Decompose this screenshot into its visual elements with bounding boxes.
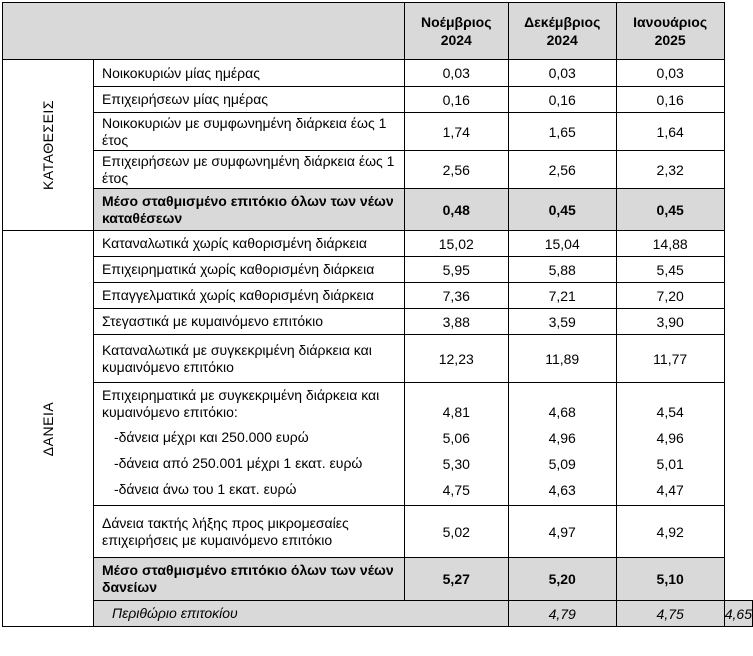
cell-value: 3,88 <box>403 308 509 335</box>
table-row: Επαγγελματικά χωρίς καθορισμένη διάρκεια… <box>3 282 753 309</box>
cell-value: 15,02 <box>403 230 509 257</box>
table-row: ΚΑΤΑΘΕΣΕΙΣ Νοικοκυριών μίας ημέρας 0,03 … <box>2 59 753 231</box>
cell-value: 5,02 <box>403 505 509 558</box>
row-label: Στεγαστικά με κυμαινόμενο επιτόκιο <box>92 308 405 335</box>
table-row: Δάνεια τακτής λήξης προς μικρομεσαίες επ… <box>3 505 753 558</box>
row-label: Καταναλωτικά χωρίς καθορισμένη διάρκεια <box>92 230 405 257</box>
cell-value: 5,06 <box>442 430 470 446</box>
header-blank <box>2 2 405 60</box>
cell-value: 4,75 <box>615 600 725 627</box>
deposits-total-row: Μέσο σταθμισμένο επιτόκιο όλων των νέων … <box>2 188 753 231</box>
cell-value: 1,65 <box>507 112 617 151</box>
cell-value: 0,03 <box>507 59 617 87</box>
header-dec-2024: Δεκέμβριος 2024 <box>507 2 617 60</box>
row-label: Επιχειρήσεων με συμφωνημένη διάρκεια έως… <box>92 150 405 189</box>
row-label: Μέσο σταθμισμένο επιτόκιο όλων των νέων … <box>92 188 405 231</box>
row-label: Μέσο σταθμισμένο επιτόκιο όλων των νέων … <box>92 557 405 601</box>
loans-total-row: Μέσο σταθμισμένο επιτόκιο όλων των νέων … <box>2 557 753 601</box>
table-row: Επιχειρήσεων με συμφωνημένη διάρκεια έως… <box>3 150 753 189</box>
table-row: Καταναλωτικά με συγκεκριμένη διάρκεια κα… <box>3 334 753 383</box>
cell-value: 4,81 <box>442 404 470 420</box>
cell-value: 0,48 <box>403 188 509 231</box>
cell-value: 2,56 <box>403 150 509 189</box>
cell-value: 2,56 <box>507 150 617 189</box>
cell-value: 4,54 <box>656 404 684 420</box>
table-row: ΔΑΝΕΙΑ Καταναλωτικά χωρίς καθορισμένη δι… <box>2 230 753 627</box>
cell-value: 7,36 <box>403 282 509 309</box>
cell-value: 4,63 <box>548 482 576 498</box>
cell-value: 5,27 <box>403 557 509 601</box>
cell-value: 5,88 <box>507 256 617 283</box>
cell-value: 5,95 <box>403 256 509 283</box>
business-loans-block: Επιχειρηματικά με συγκεκριμένη διάρκεια … <box>3 382 753 506</box>
business-values-jan: 4,54 4,96 5,01 4,47 <box>615 382 725 506</box>
cell-value: 0,03 <box>615 59 725 87</box>
cell-value: 15,04 <box>507 230 617 257</box>
cell-value: 4,96 <box>656 430 684 446</box>
row-label: Δάνεια τακτής λήξης προς μικρομεσαίες επ… <box>92 505 405 558</box>
cell-value: 0,45 <box>507 188 617 231</box>
sub-row-label: -δάνεια μέχρι και 250.000 ευρώ <box>113 429 309 445</box>
header-nov-2024: Νοέμβριος 2024 <box>403 2 509 60</box>
cell-value: 0,16 <box>403 86 509 113</box>
row-label: Νοικοκυριών με συμφωνημένη διάρκεια έως … <box>92 112 405 151</box>
cell-value: 0,16 <box>615 86 725 113</box>
cell-value: 5,20 <box>507 557 617 601</box>
cell-value: 2,32 <box>615 150 725 189</box>
cell-value: 4,96 <box>548 430 576 446</box>
cell-value: 5,10 <box>615 557 725 601</box>
cell-value: 1,64 <box>615 112 725 151</box>
deposits-side-label: ΚΑΤΑΘΕΣΕΙΣ <box>2 59 94 231</box>
cell-value: 12,23 <box>403 334 509 383</box>
cell-value: 4,75 <box>442 482 470 498</box>
sub-row-label: -δάνεια άνω του 1 εκατ. ευρώ <box>113 481 297 497</box>
margin-row: Περιθώριο επιτοκίου 4,79 4,75 4,65 <box>2 600 753 627</box>
business-loans-labels: Επιχειρηματικά με συγκεκριμένη διάρκεια … <box>92 382 405 506</box>
cell-value: 11,77 <box>615 334 725 383</box>
cell-value: 7,20 <box>615 282 725 309</box>
sub-row-label: -δάνεια από 250.001 μέχρι 1 εκατ. ευρώ <box>113 455 363 471</box>
loans-side-label: ΔΑΝΕΙΑ <box>2 230 94 627</box>
row-label: Επιχειρηματικά χωρίς καθορισμένη διάρκει… <box>92 256 405 283</box>
row-label: Νοικοκυριών μίας ημέρας <box>92 59 405 87</box>
table-row: Επιχειρηματικά χωρίς καθορισμένη διάρκει… <box>3 256 753 283</box>
cell-value: 7,21 <box>507 282 617 309</box>
cell-value: 3,90 <box>615 308 725 335</box>
row-label: Περιθώριο επιτοκίου <box>92 600 509 627</box>
cell-value: 11,89 <box>507 334 617 383</box>
business-values-nov: 4,81 5,06 5,30 4,75 <box>403 382 509 506</box>
table-row: Στεγαστικά με κυμαινόμενο επιτόκιο 3,88 … <box>3 308 753 335</box>
business-values-dec: 4,68 4,96 5,09 4,63 <box>507 382 617 506</box>
cell-value: 4,47 <box>656 482 684 498</box>
cell-value: 1,74 <box>403 112 509 151</box>
row-label: Καταναλωτικά με συγκεκριμένη διάρκεια κα… <box>92 334 405 383</box>
table-row: Επιχειρήσεων μίας ημέρας 0,16 0,16 0,16 <box>3 86 753 113</box>
row-label: Επιχειρήσεων μίας ημέρας <box>92 86 405 113</box>
cell-value: 5,09 <box>548 456 576 472</box>
cell-value: 5,01 <box>656 456 684 472</box>
header-jan-2025: Ιανουάριος 2025 <box>615 2 725 60</box>
cell-value: 4,79 <box>507 600 617 627</box>
cell-value: 4,68 <box>548 404 576 420</box>
cell-value: 4,97 <box>507 505 617 558</box>
cell-value: 14,88 <box>615 230 725 257</box>
row-label: Επιχειρηματικά με συγκεκριμένη διάρκεια … <box>101 387 380 420</box>
interest-rates-table: Νοέμβριος 2024 Δεκέμβριος 2024 Ιανουάριος 2… <box>2 2 753 627</box>
cell-value: 4,65 <box>723 600 753 627</box>
row-label: Επαγγελματικά χωρίς καθορισμένη διάρκεια <box>92 282 405 309</box>
cell-value: 5,30 <box>442 456 470 472</box>
cell-value: 0,45 <box>615 188 725 231</box>
cell-value: 4,92 <box>615 505 725 558</box>
cell-value: 0,16 <box>507 86 617 113</box>
cell-value: 3,59 <box>507 308 617 335</box>
cell-value: 5,45 <box>615 256 725 283</box>
cell-value: 0,03 <box>403 59 509 87</box>
table-row: Νοικοκυριών με συμφωνημένη διάρκεια έως … <box>3 112 753 151</box>
